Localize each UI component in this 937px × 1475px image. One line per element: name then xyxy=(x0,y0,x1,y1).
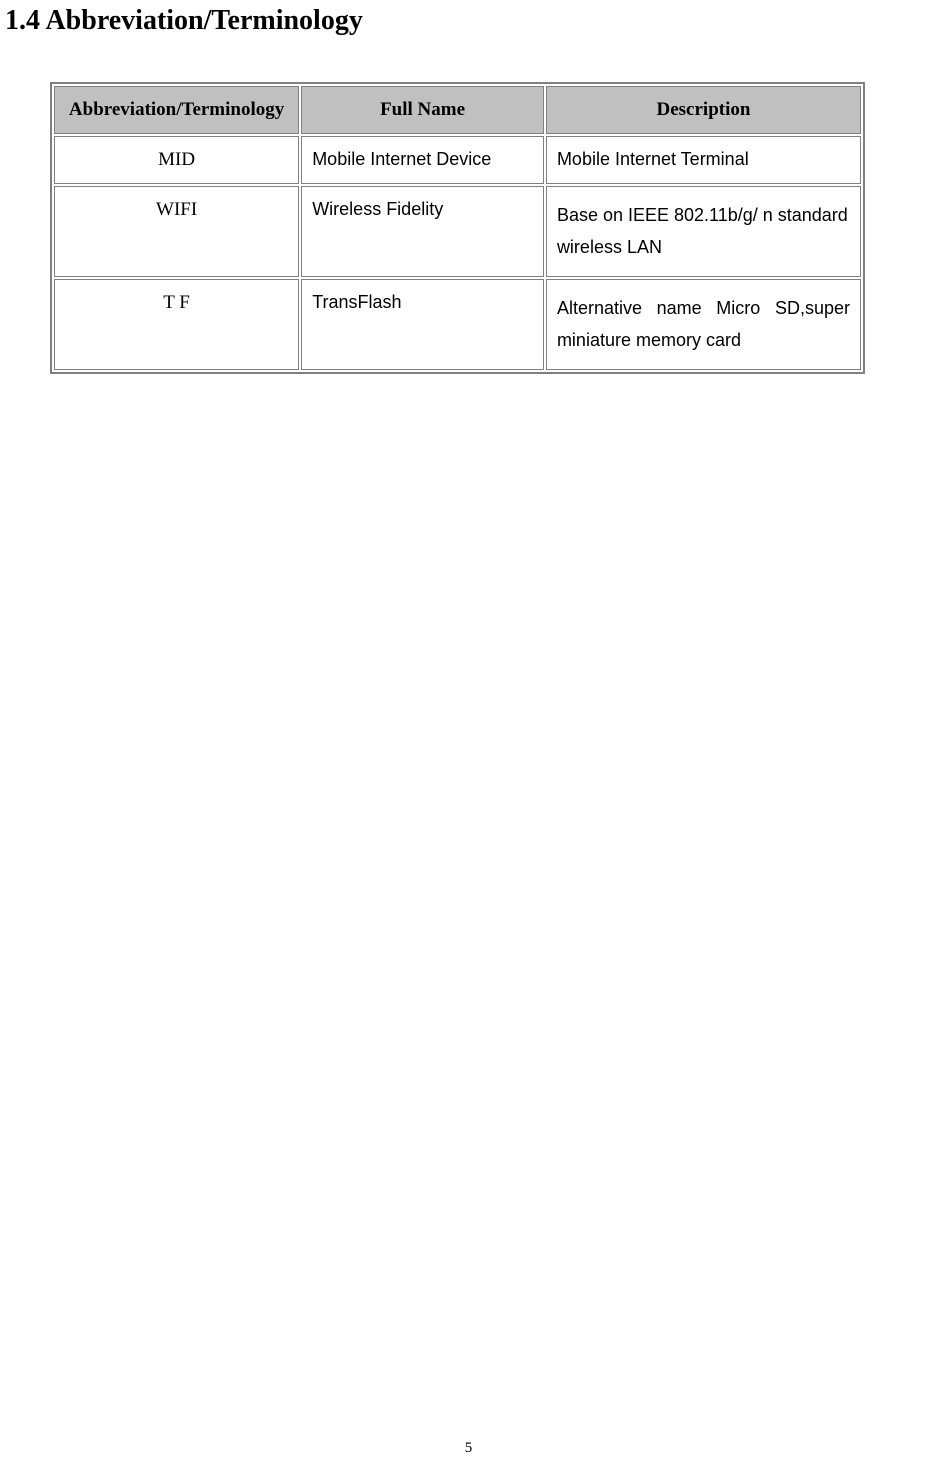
table-header-row: Abbreviation/Terminology Full Name Descr… xyxy=(54,86,861,134)
cell-description: Alternative name Micro SD,super miniatur… xyxy=(546,279,861,370)
cell-abbrev: MID xyxy=(54,136,299,184)
cell-fullname: Mobile Internet Device xyxy=(301,136,544,184)
terminology-table: Abbreviation/Terminology Full Name Descr… xyxy=(50,82,865,374)
cell-description: Mobile Internet Terminal xyxy=(546,136,861,184)
page-number: 5 xyxy=(0,1440,937,1457)
table-row: T F TransFlash Alternative name Micro SD… xyxy=(54,279,861,370)
table-row: WIFI Wireless Fidelity Base on IEEE 802.… xyxy=(54,186,861,277)
header-abbreviation: Abbreviation/Terminology xyxy=(54,86,299,134)
section-heading: 1.4 Abbreviation/Terminology xyxy=(0,0,937,37)
header-fullname: Full Name xyxy=(301,86,544,134)
cell-description: Base on IEEE 802.11b/g/ n standard wirel… xyxy=(546,186,861,277)
header-description: Description xyxy=(546,86,861,134)
cell-abbrev: T F xyxy=(54,279,299,370)
cell-fullname: TransFlash xyxy=(301,279,544,370)
cell-fullname: Wireless Fidelity xyxy=(301,186,544,277)
table-row: MID Mobile Internet Device Mobile Intern… xyxy=(54,136,861,184)
terminology-table-container: Abbreviation/Terminology Full Name Descr… xyxy=(50,82,865,374)
cell-abbrev: WIFI xyxy=(54,186,299,277)
